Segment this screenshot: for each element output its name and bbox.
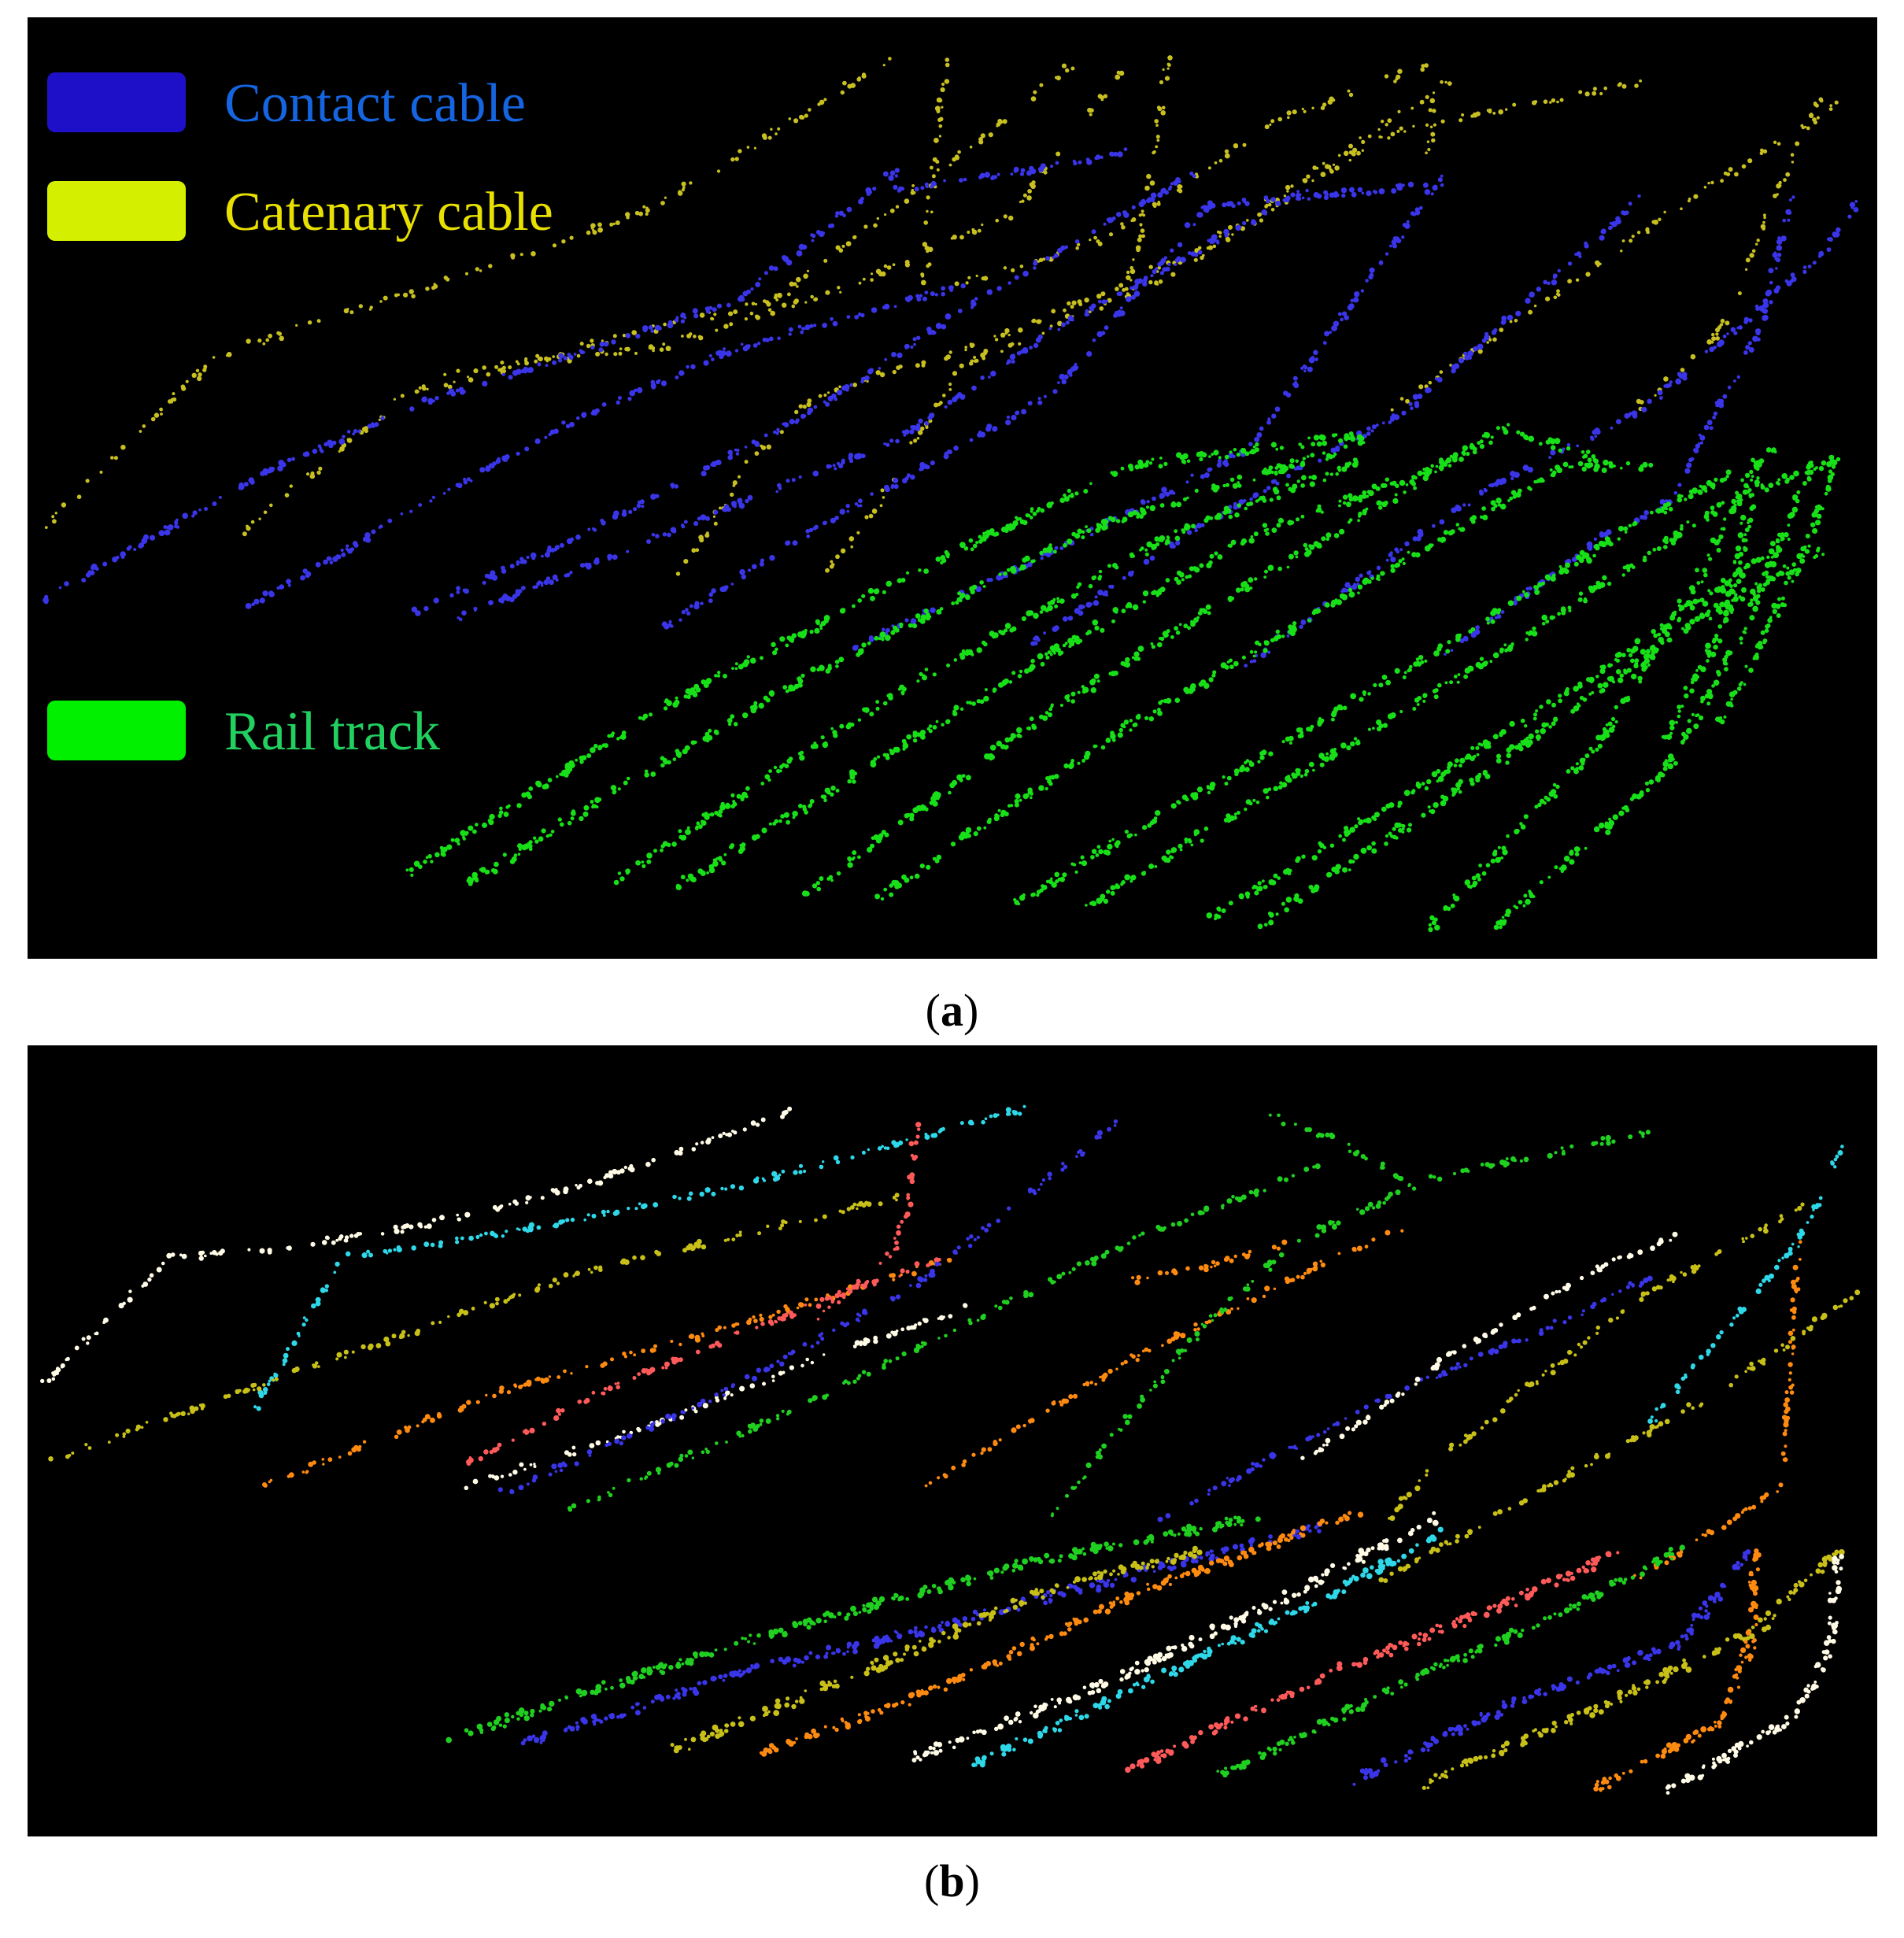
cable-instance-points-0 <box>40 1106 793 1384</box>
rail-instance-points-0 <box>445 1515 1261 1744</box>
rail-instance-points-4 <box>911 1511 1439 1762</box>
cable-instance-points-11 <box>1157 1275 1653 1522</box>
rail-instance-points-11 <box>1665 1554 1845 1795</box>
cable-instance-points-10 <box>1050 1130 1651 1518</box>
rail-track-points-7 <box>1085 454 1841 907</box>
caption-close-paren: ) <box>964 1855 980 1907</box>
caption-letter-b: b <box>939 1855 965 1907</box>
legend-label-rail-track: Rail track <box>224 701 441 762</box>
contact-cable-points-0 <box>43 168 900 605</box>
cable-instance-points-1 <box>253 1104 1026 1411</box>
caption-b: (b) <box>0 1855 1904 1907</box>
catenary-cable-points-8 <box>920 57 950 286</box>
rail-instance-points-1 <box>520 1521 1323 1746</box>
caption-letter-a: a <box>941 985 963 1036</box>
rail-instance-points-2 <box>670 1545 1203 1754</box>
rail-instance-points-3 <box>759 1511 1364 1757</box>
catenary-cable-points-7 <box>1636 97 1824 412</box>
catenary-cable-points-0 <box>44 57 892 529</box>
rail-track-points-9 <box>1257 546 1825 930</box>
point-cloud-instances <box>40 1104 1861 1795</box>
panel-a-semantic-segmentation: Contact cable Catenary cable Rail track <box>28 17 1877 959</box>
contact-cable-points-3 <box>457 188 1309 622</box>
cable-instance-points-12 <box>1300 1231 1678 1460</box>
rail-track-points-5 <box>874 459 1654 901</box>
cable-instance-points-18 <box>1131 1239 1288 1285</box>
panel-b-instance-segmentation <box>28 1045 1877 1836</box>
legend-label-catenary-cable: Catenary cable <box>224 182 553 242</box>
caption-a: (a) <box>0 984 1904 1037</box>
cable-instance-points-7 <box>497 1119 1118 1495</box>
cable-instance-points-2 <box>48 1193 900 1462</box>
rail-instance-points-7 <box>1216 1544 1685 1777</box>
catenary-cable-points-5 <box>954 63 1429 287</box>
cable-instance-points-9 <box>924 1229 1404 1488</box>
legend-swatch-rail-track <box>47 701 186 760</box>
contact-cable-points-4 <box>661 181 1444 630</box>
rail-track-points-0 <box>405 431 1365 877</box>
contact-cable-points-8 <box>1444 195 1795 656</box>
legend-swatch-contact-cable <box>47 72 186 132</box>
rail-instance-points-6 <box>1125 1551 1620 1773</box>
cable-instance-points-16 <box>1647 1145 1844 1424</box>
rail-track-points-8 <box>1206 538 1791 921</box>
cable-instance-points-17 <box>1268 1113 1404 1182</box>
cable-instance-points-4 <box>466 1257 941 1466</box>
rail-track-points-11 <box>1493 460 1814 930</box>
rail-track-points-12 <box>1661 447 1777 740</box>
cable-instance-points-15 <box>1633 1240 1802 1580</box>
cable-instance-points-14 <box>1378 1289 1861 1583</box>
catenary-cable-points-1 <box>242 63 1075 537</box>
catenary-cable-points-10 <box>1425 91 1436 154</box>
rail-track-points-13 <box>1715 464 1836 725</box>
contact-cable-points-9 <box>893 147 1128 193</box>
caption-open-paren: ( <box>925 985 941 1036</box>
legend-swatch-catenary-cable <box>47 181 186 241</box>
rail-instance-points-9 <box>1422 1549 1845 1790</box>
point-cloud-semantic <box>43 55 1859 933</box>
legend-label-contact-cable: Contact cable <box>224 73 526 134</box>
cable-instance-points-8 <box>568 1163 1321 1512</box>
contact-cable-points-5 <box>852 174 1444 651</box>
rail-track-points-2 <box>613 457 1359 886</box>
catenary-cable-points-9 <box>1122 55 1173 292</box>
catenary-cable-points-4 <box>825 79 1642 573</box>
rail-track-points-1 <box>466 440 1366 886</box>
rail-track-points-6 <box>1013 457 1757 906</box>
rail-instance-points-8 <box>1352 1549 1751 1786</box>
rail-instance-points-10 <box>1593 1548 1762 1792</box>
contact-cable-points-1 <box>245 283 966 609</box>
rail-instance-points-5 <box>971 1526 1444 1768</box>
contact-cable-points-2 <box>411 171 1196 616</box>
caption-close-paren: ) <box>963 985 979 1036</box>
caption-open-paren: ( <box>924 1855 940 1907</box>
rail-track-points-4 <box>801 423 1599 897</box>
cable-instance-points-13 <box>1388 1202 1805 1522</box>
contact-cable-points-7 <box>1244 200 1859 668</box>
contact-cable-points-6 <box>1030 194 1641 646</box>
cable-instance-points-5 <box>816 1122 922 1321</box>
rail-track-points-3 <box>675 454 1454 890</box>
